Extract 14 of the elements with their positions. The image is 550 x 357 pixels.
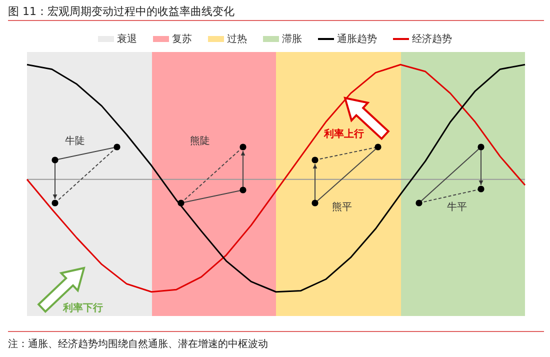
- annotation: 利率上行: [324, 127, 364, 141]
- text: 衰退: [116, 32, 137, 46]
- annotation: 牛平: [447, 200, 467, 214]
- text: 利率下行: [63, 301, 103, 315]
- legend-label: 通胀趋势: [336, 32, 377, 46]
- annotation: 熊平: [332, 201, 352, 214]
- legend-label: 经济趋势: [411, 32, 452, 46]
- annotation: 牛陡: [65, 134, 85, 148]
- text: 过热: [226, 32, 247, 46]
- text: 注：通胀、经济趋势均围绕自然通胀、潜在增速的中枢波动: [8, 338, 268, 351]
- annotation: 熊陡: [190, 134, 210, 148]
- text: 滞胀: [281, 32, 302, 46]
- text: 复苏: [171, 32, 192, 46]
- chart-title: 图 11：宏观周期变动过程中的收益率曲线变化: [8, 4, 234, 19]
